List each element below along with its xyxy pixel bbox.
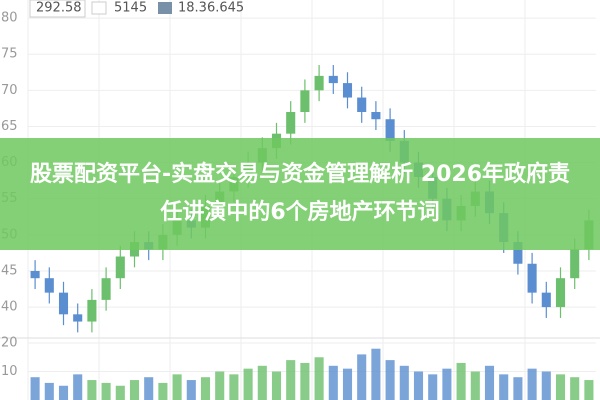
volume-bar <box>342 368 353 400</box>
volume-bar <box>73 374 83 400</box>
volume-bar <box>172 374 182 400</box>
volume-bar <box>470 371 480 400</box>
volume-bar <box>129 380 140 400</box>
volume-bar <box>428 374 438 400</box>
volume-bar <box>186 380 196 400</box>
volume-bar <box>555 374 566 400</box>
volume-bar <box>44 382 54 400</box>
volume-bar <box>413 371 424 400</box>
candle-body <box>87 299 97 322</box>
candle-body <box>300 90 310 112</box>
volume-bar <box>499 374 509 400</box>
volume-bar <box>527 368 537 400</box>
y-tick-label: 65 <box>1 119 18 134</box>
y-tick-label: 40 <box>1 300 18 315</box>
volume-bar <box>570 377 580 400</box>
volume-bar <box>58 385 69 400</box>
header-value: 5145 <box>114 1 147 16</box>
y-tick-label: 70 <box>1 83 18 98</box>
volume-bar <box>328 365 338 400</box>
candle-body <box>513 242 523 264</box>
candle-body <box>527 263 537 293</box>
volume-bar <box>484 365 495 400</box>
candle-body <box>385 119 395 141</box>
volume-bar <box>30 377 40 400</box>
volume-bar <box>257 365 267 400</box>
y-tick-label: 10 <box>1 364 18 379</box>
candle-body <box>30 270 40 279</box>
candle-body <box>570 249 580 279</box>
candle-body <box>101 278 111 300</box>
volume-bar <box>399 365 409 400</box>
title: 股票配资平台-实盘交易与资金管理解析 2026年政府责任讲演中的6个房地产环节词 <box>29 162 571 225</box>
volume-bar <box>158 382 168 400</box>
candle-body <box>58 292 69 315</box>
volume-bar <box>115 385 125 400</box>
volume-bar <box>513 377 523 400</box>
volume-bar <box>300 362 310 400</box>
candle-body <box>328 75 338 84</box>
volume-bar <box>229 374 239 400</box>
legend-swatch <box>91 1 107 15</box>
volume-bar <box>286 360 296 400</box>
volume-bar <box>200 377 211 400</box>
header-value: 292.58 <box>36 1 82 16</box>
candle-body <box>44 278 54 293</box>
candle-body <box>541 292 551 308</box>
volume-bar <box>215 371 225 400</box>
y-tick-label: 20 <box>1 336 18 351</box>
y-tick-label: 75 <box>1 47 18 62</box>
volume-bar <box>101 382 111 400</box>
candle-body <box>286 112 296 134</box>
candle-body <box>115 256 125 279</box>
header-box <box>29 0 86 18</box>
candle-body <box>342 83 353 98</box>
volume-bar <box>271 371 282 400</box>
volume-bar <box>243 368 253 400</box>
volume-bar <box>314 357 324 400</box>
header-value: 18.36.645 <box>178 1 244 16</box>
volume-bar <box>541 371 551 400</box>
volume-bar <box>144 377 154 400</box>
y-tick-label: 45 <box>1 263 18 278</box>
volume-bar <box>87 380 97 400</box>
candle-body <box>555 278 566 308</box>
candle-body <box>314 75 324 91</box>
volume-bar <box>456 362 466 400</box>
candle-body <box>73 314 83 322</box>
title-banner: 股票配资平台-实盘交易与资金管理解析 2026年政府责任讲演中的6个房地产环节词 <box>0 138 600 250</box>
volume-bar <box>442 368 452 400</box>
volume-bar <box>357 354 367 400</box>
candle-body <box>371 112 381 120</box>
volume-bar <box>584 380 594 400</box>
volume-bar <box>371 348 381 400</box>
volume-bar <box>385 360 395 400</box>
legend-swatch <box>158 2 172 14</box>
candle-body <box>357 97 367 112</box>
y-tick-label: 80 <box>1 11 18 26</box>
